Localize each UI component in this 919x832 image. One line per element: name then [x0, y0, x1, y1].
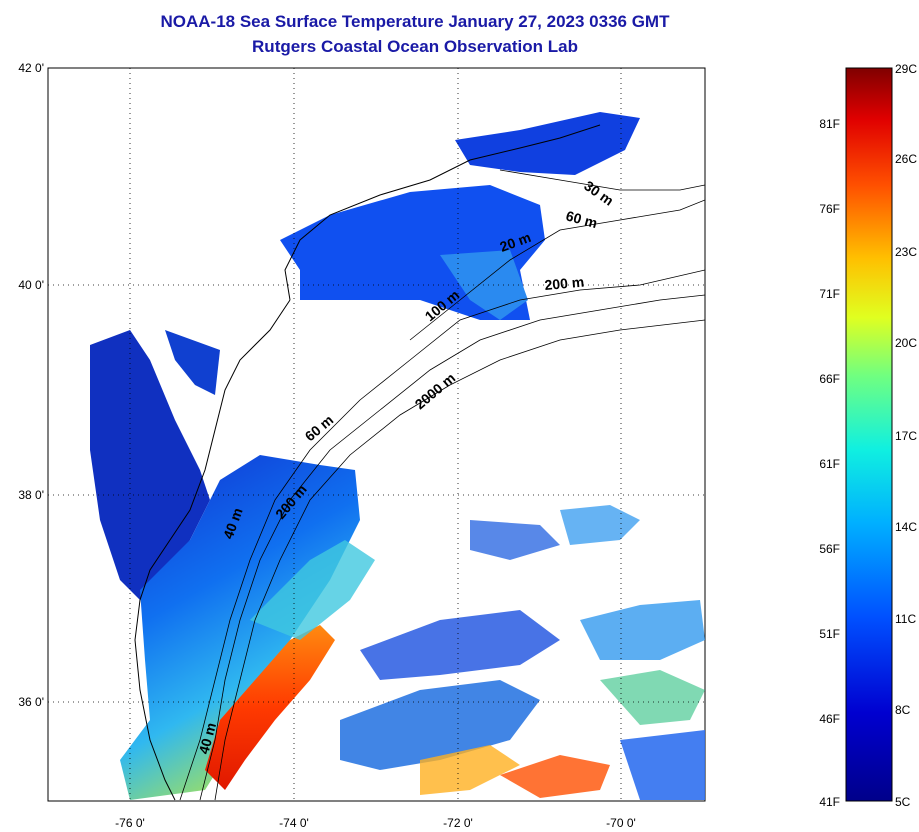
colorbar-f-label: 51F [819, 627, 840, 641]
colorbar-c-label: 5C [895, 795, 911, 809]
colorbar-c-label: 14C [895, 520, 917, 534]
sst-patch-gulf-stream [205, 625, 335, 790]
colorbar-c-label: 29C [895, 62, 917, 76]
colorbar-f-label: 81F [819, 117, 840, 131]
lat-label: 40 0' [18, 278, 44, 292]
colorbar-f-label: 71F [819, 287, 840, 301]
sst-patch-offshore-warm-2 [500, 755, 610, 798]
colorbar-f-label: 41F [819, 795, 840, 809]
sst-patch-offshore-7 [470, 520, 560, 560]
map-title: NOAA-18 Sea Surface Temperature January … [160, 12, 670, 31]
sst-patch-offshore-2 [360, 610, 560, 680]
coastline-northeast [284, 124, 601, 301]
sst-patch-chesapeake [90, 330, 210, 600]
sst-patch-offshore-5 [620, 730, 705, 800]
isobath-label: 200 m [544, 274, 585, 293]
colorbar-f-label: 46F [819, 712, 840, 726]
isobath-northeast-2 [499, 169, 705, 191]
colorbar [845, 67, 893, 802]
graticule [48, 68, 705, 801]
isobath-deep [214, 319, 705, 801]
map-subtitle: Rutgers Coastal Ocean Observation Lab [252, 37, 578, 56]
colorbar-c-label: 26C [895, 152, 917, 166]
colorbar-c-label: 23C [895, 245, 917, 259]
sst-patch-offshore-4 [600, 670, 705, 725]
sst-patch-offshore-warm-1 [420, 745, 520, 795]
colorbar-f-label: 66F [819, 372, 840, 386]
lat-label: 42 0' [18, 61, 44, 75]
isobath-shallow [179, 269, 705, 801]
colorbar-c-label: 17C [895, 429, 917, 443]
colorbar-c-label: 11C [895, 612, 916, 626]
sst-patch-offshore-1 [340, 680, 540, 770]
isobath-label: 60 m [564, 207, 599, 231]
lon-label: -72 0' [443, 816, 473, 830]
colorbar-c-label: 8C [895, 703, 911, 717]
lat-label: 36 0' [18, 695, 44, 709]
lon-label: -76 0' [115, 816, 145, 830]
colorbar-f-label: 76F [819, 202, 840, 216]
sst-patch-offshore-6 [560, 505, 640, 545]
isobath-label: 40 m [195, 721, 219, 756]
sst-patch-offshore-8 [250, 540, 375, 640]
lon-label: -74 0' [279, 816, 309, 830]
sst-patch-offshore-3 [580, 600, 705, 660]
colorbar-c-label: 20C [895, 336, 917, 350]
lon-label: -70 0' [606, 816, 636, 830]
coastline-midatlantic [134, 299, 291, 801]
isobath-mid [199, 294, 705, 801]
colorbar-f-label: 61F [819, 457, 840, 471]
sst-patch-midatlantic-shelf [120, 455, 360, 800]
colorbar-f-label: 56F [819, 542, 840, 556]
sst-patch-delaware [165, 330, 220, 395]
lat-label: 38 0' [18, 488, 44, 502]
isobath-northeast-1 [409, 199, 705, 341]
sst-patch-northeast [455, 112, 640, 175]
sst-imagery [48, 68, 705, 801]
